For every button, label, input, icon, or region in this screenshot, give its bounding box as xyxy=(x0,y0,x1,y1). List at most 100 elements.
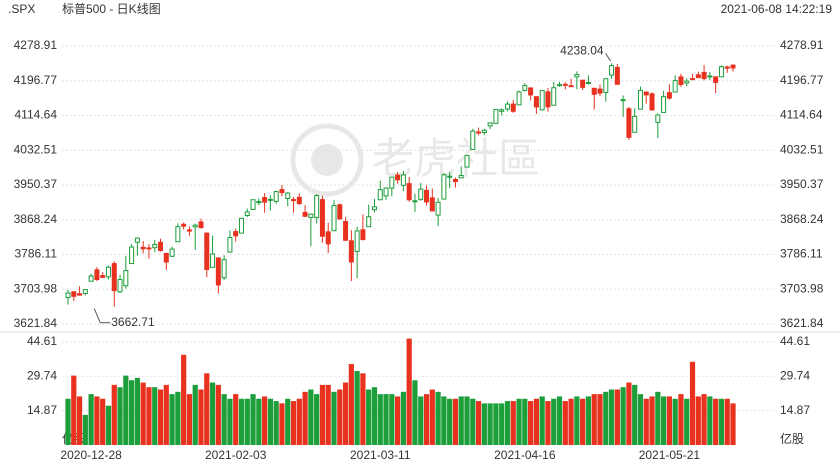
candle-body xyxy=(504,103,510,110)
watermark-logo xyxy=(290,123,364,197)
candle-body xyxy=(383,187,389,197)
x-tick-label: 2020-12-28 xyxy=(60,448,122,462)
volume-bar xyxy=(707,396,713,445)
annotation-line xyxy=(93,308,101,323)
volume-bar xyxy=(406,338,412,445)
volume-bar xyxy=(319,384,326,445)
candle-body xyxy=(447,175,453,178)
candle-body xyxy=(429,197,435,212)
candle-body xyxy=(470,130,476,150)
candle-body xyxy=(591,87,597,95)
volume-bar xyxy=(701,394,707,445)
candle-body xyxy=(134,237,140,243)
candle-body xyxy=(533,96,539,108)
candle-body xyxy=(314,195,320,218)
candle-body xyxy=(695,74,701,79)
candle-body xyxy=(707,75,713,78)
volume-bar xyxy=(290,401,297,445)
candle-body xyxy=(637,89,643,110)
candle-body xyxy=(337,204,343,220)
volume-bar xyxy=(105,405,112,445)
candle-body xyxy=(614,66,620,85)
volume-bar xyxy=(684,398,690,445)
candle-body xyxy=(452,179,458,183)
volume-bar xyxy=(204,373,210,445)
volume-bar xyxy=(71,375,77,445)
candle-body xyxy=(464,155,470,168)
candle-body xyxy=(400,174,406,186)
candle-body xyxy=(389,176,395,189)
volume-bar xyxy=(279,403,285,445)
volume-bar xyxy=(522,398,528,445)
volume-bar xyxy=(94,396,100,445)
volume-bar xyxy=(528,401,534,445)
y-tick-label: 3868.24 xyxy=(14,212,58,226)
volume-bar xyxy=(551,398,557,445)
volume-tick-label: 29.74 xyxy=(780,368,810,382)
volume-bar xyxy=(337,389,343,445)
volume-bar xyxy=(412,380,418,445)
candle-body xyxy=(152,243,158,249)
volume-bar xyxy=(366,389,372,445)
high-annotation: 4238.04 xyxy=(560,43,604,57)
volume-bar xyxy=(504,401,511,445)
candle-body xyxy=(192,224,198,228)
candle-body xyxy=(262,197,268,203)
volume-bar xyxy=(597,394,603,445)
volume-bar xyxy=(325,384,331,445)
candle-body xyxy=(406,183,412,201)
candle-body xyxy=(585,81,591,84)
candle-body xyxy=(499,109,505,112)
volume-bar xyxy=(117,387,123,445)
volume-bar xyxy=(169,394,175,445)
volume-bar xyxy=(441,396,447,445)
candle-body xyxy=(88,275,94,282)
candle-body xyxy=(661,96,667,113)
candle-body xyxy=(539,90,545,111)
candle-body xyxy=(140,246,146,250)
volume-bar xyxy=(186,394,193,445)
candle-body xyxy=(435,201,441,216)
candle-body xyxy=(551,87,557,106)
volume-bar xyxy=(285,398,291,445)
candle-body xyxy=(175,226,181,243)
volume-bar xyxy=(649,396,655,445)
candle-body xyxy=(718,66,724,78)
x-tick-label: 2021-05-21 xyxy=(639,448,701,462)
candle-body xyxy=(331,205,337,232)
volume-bar xyxy=(678,394,684,445)
volume-bar xyxy=(452,398,459,445)
volume-bar xyxy=(152,387,158,445)
candle-body xyxy=(65,292,71,299)
candle-body xyxy=(609,65,615,76)
candle-body xyxy=(487,122,493,127)
candle-body xyxy=(279,189,285,194)
volume-bar xyxy=(718,398,725,445)
volume-bar xyxy=(632,384,638,445)
volume-bar xyxy=(475,401,482,445)
candle-body xyxy=(620,99,626,102)
x-tick-label: 2021-03-11 xyxy=(350,448,411,462)
y2-tick-label: 3950.37 xyxy=(780,177,824,191)
candle-body xyxy=(308,213,314,218)
candle-body xyxy=(678,76,684,85)
volume-bar xyxy=(464,396,470,445)
candle-body xyxy=(724,66,730,69)
annotation-line xyxy=(605,53,611,62)
candle-body xyxy=(510,103,516,112)
volume-bar xyxy=(666,396,672,445)
volume-bar xyxy=(100,398,106,445)
candle-body xyxy=(626,108,632,138)
candle-body xyxy=(111,263,117,292)
y-tick-label: 4114.64 xyxy=(15,108,58,122)
volume-bar xyxy=(360,373,366,445)
candle-body xyxy=(296,196,302,204)
volume-bar xyxy=(614,389,620,445)
candle-body xyxy=(395,174,401,181)
volume-bar xyxy=(262,396,268,445)
candle-body xyxy=(690,78,696,81)
volume-bar xyxy=(423,394,430,445)
volume-bar xyxy=(516,398,522,445)
volume-bar xyxy=(626,382,632,445)
